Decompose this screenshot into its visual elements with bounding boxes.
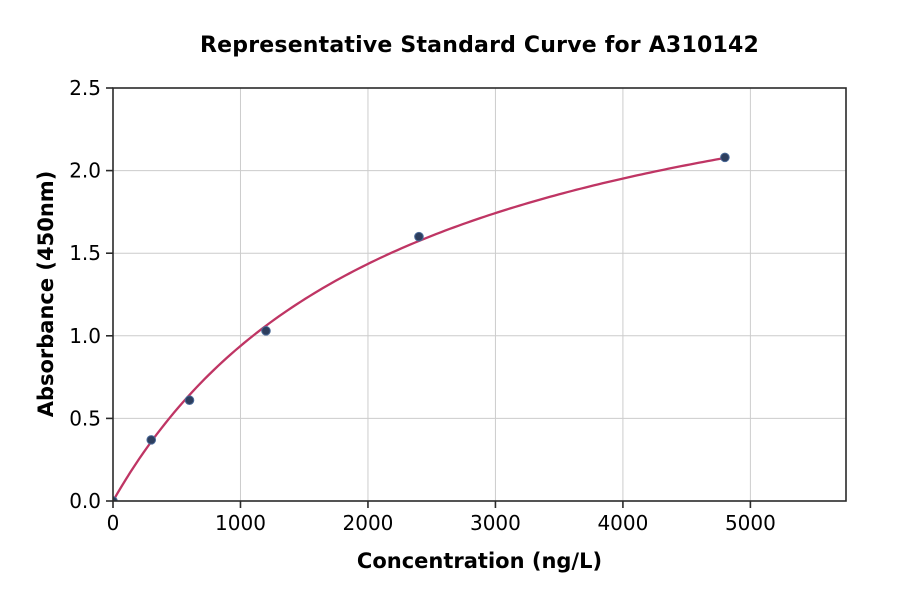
x-tick-label: 4000 <box>597 511 648 535</box>
data-point <box>720 152 730 163</box>
y-tick-label: 2.5 <box>69 76 101 100</box>
data-point <box>261 326 271 336</box>
chart-title: Representative Standard Curve for A31014… <box>200 33 759 58</box>
x-tick-label: 0 <box>107 511 120 535</box>
x-axis-label: Concentration (ng/L) <box>356 549 603 573</box>
data-layer <box>113 152 730 501</box>
y-tick-label: 1.0 <box>69 324 101 348</box>
data-point <box>414 231 424 242</box>
y-tick-label: 1.5 <box>69 241 101 265</box>
x-tick-label: 3000 <box>470 511 521 535</box>
data-point <box>184 395 195 406</box>
plot-border <box>112 87 847 502</box>
data-point <box>113 496 118 501</box>
fit-curve <box>113 156 727 501</box>
y-tick-label: 2.0 <box>69 159 101 183</box>
y-tick-label: 0.5 <box>69 406 101 430</box>
data-point <box>146 435 157 445</box>
x-tick-label: 1000 <box>215 511 266 535</box>
y-tick-label: 0.0 <box>69 489 101 513</box>
x-tick-label: 5000 <box>725 511 776 535</box>
x-tick-label: 2000 <box>343 511 394 535</box>
